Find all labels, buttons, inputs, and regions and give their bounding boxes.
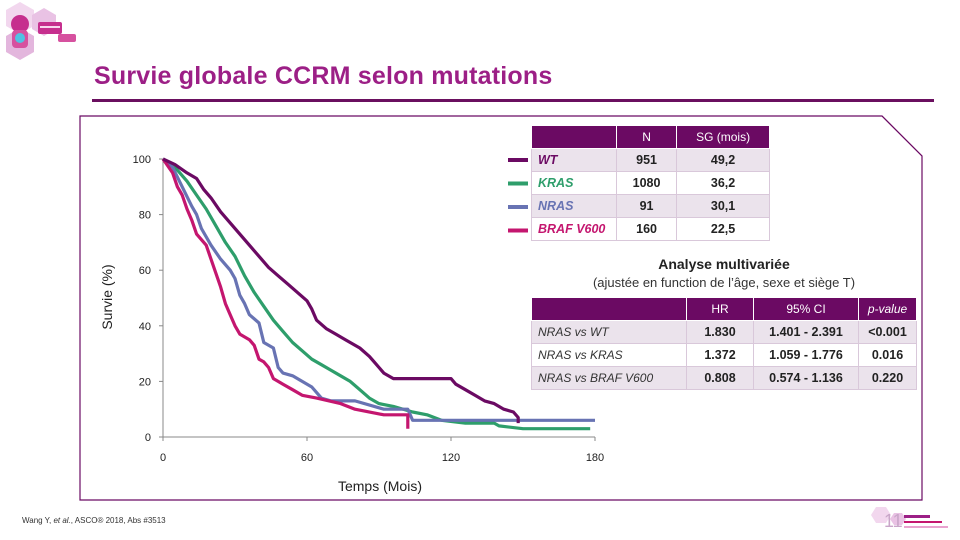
legend-sg-braf: 22,5 <box>676 217 770 241</box>
legend-header-sg: SG (mois) <box>676 125 770 149</box>
legend-header-row: N SG (mois) <box>531 125 770 149</box>
mv-hr: 1.372 <box>686 343 754 367</box>
legend-header-n: N <box>615 125 678 149</box>
x-tick-label: 0 <box>160 452 166 464</box>
mv-ci: 1.401 - 2.391 <box>753 320 859 344</box>
legend-table: N SG (mois) WT 951 49,2 KRAS 1080 36,2 N… <box>531 125 770 241</box>
mv-header-p: p-value <box>858 297 917 321</box>
legend-label-braf: BRAF V600 <box>531 217 617 241</box>
mv-p: 0.220 <box>858 366 917 390</box>
mv-comparison: NRAS vs WT <box>531 320 687 344</box>
mv-ci: 1.059 - 1.776 <box>753 343 859 367</box>
multivariate-table: HR 95% CI p-value NRAS vs WT 1.830 1.401… <box>531 297 917 390</box>
x-axis-label: Temps (Mois) <box>338 478 422 494</box>
conference-logo-icon <box>6 2 76 60</box>
mv-row: NRAS vs BRAF V600 0.808 0.574 - 1.136 0.… <box>531 366 917 390</box>
legend-label-wt: WT <box>531 148 617 172</box>
legend-n-nras: 91 <box>615 194 678 218</box>
y-tick-label: 0 <box>145 432 151 444</box>
mv-comparison: NRAS vs BRAF V600 <box>531 366 687 390</box>
chart-curves <box>161 157 595 431</box>
y-tick-label: 20 <box>139 376 151 388</box>
legend-row-wt: WT 951 49,2 <box>531 148 770 172</box>
y-tick-label: 100 <box>133 154 151 166</box>
highlights-logo-icon: 11 <box>871 507 948 531</box>
chart-panel-border <box>79 115 923 501</box>
y-axis-label: Survie (%) <box>99 264 115 329</box>
mv-ci: 0.574 - 1.136 <box>753 366 859 390</box>
series-line-kras <box>162 157 591 431</box>
legend-header-blank <box>531 125 617 149</box>
citation-etal: et al. <box>53 516 71 525</box>
mv-row: NRAS vs WT 1.830 1.401 - 2.391 <0.001 <box>531 320 917 344</box>
citation-rest: , ASCO® 2018, Abs #3513 <box>70 516 166 525</box>
legend-sg-wt: 49,2 <box>676 148 770 172</box>
y-tick-label: 80 <box>139 210 151 222</box>
multivariate-subheading: (ajustée en function de l’âge, sexe et s… <box>592 275 856 290</box>
legend-label-kras: KRAS <box>531 171 617 195</box>
citation-authors: Wang Y, <box>22 516 54 525</box>
legend-label-nras: NRAS <box>531 194 617 218</box>
legend-sg-nras: 30,1 <box>676 194 770 218</box>
mv-p: 0.016 <box>858 343 917 367</box>
multivariate-heading: Analyse multivariée <box>658 256 790 272</box>
mv-hr: 1.830 <box>686 320 754 344</box>
mv-header-blank <box>531 297 687 321</box>
legend-n-braf: 160 <box>615 217 678 241</box>
x-tick-label: 180 <box>586 452 604 464</box>
mv-header-p-text: p-value <box>867 302 908 316</box>
y-tick-label: 40 <box>139 321 151 333</box>
legend-sg-kras: 36,2 <box>676 171 770 195</box>
mv-p: <0.001 <box>858 320 917 344</box>
series-line-nras <box>161 157 595 422</box>
title-divider <box>92 99 934 102</box>
chart-axes: 0 60 120 180 0 20 40 60 80 100 <box>133 154 605 464</box>
legend-row-kras: KRAS 1080 36,2 <box>531 171 770 195</box>
page-title: Survie globale CCRM selon mutations <box>94 62 553 90</box>
legend-n-kras: 1080 <box>615 171 678 195</box>
legend-row-braf: BRAF V600 160 22,5 <box>531 217 770 241</box>
citation: Wang Y, et al., ASCO® 2018, Abs #3513 <box>22 516 166 525</box>
x-tick-label: 60 <box>301 452 313 464</box>
svg-text:11: 11 <box>884 511 903 531</box>
mv-hr: 0.808 <box>686 366 754 390</box>
mv-header-row: HR 95% CI p-value <box>531 297 917 321</box>
panel-corner-line <box>881 115 923 157</box>
legend-row-nras: NRAS 91 30,1 <box>531 194 770 218</box>
legend-n-wt: 951 <box>615 148 678 172</box>
x-tick-label: 120 <box>442 452 460 464</box>
y-tick-label: 60 <box>139 265 151 277</box>
mv-row: NRAS vs KRAS 1.372 1.059 - 1.776 0.016 <box>531 343 917 367</box>
series-line-wt <box>162 157 520 424</box>
legend-swatches <box>508 158 528 233</box>
mv-header-ci: 95% CI <box>753 297 859 321</box>
series-line-braf <box>161 158 410 429</box>
mv-comparison: NRAS vs KRAS <box>531 343 687 367</box>
mv-header-hr: HR <box>686 297 754 321</box>
